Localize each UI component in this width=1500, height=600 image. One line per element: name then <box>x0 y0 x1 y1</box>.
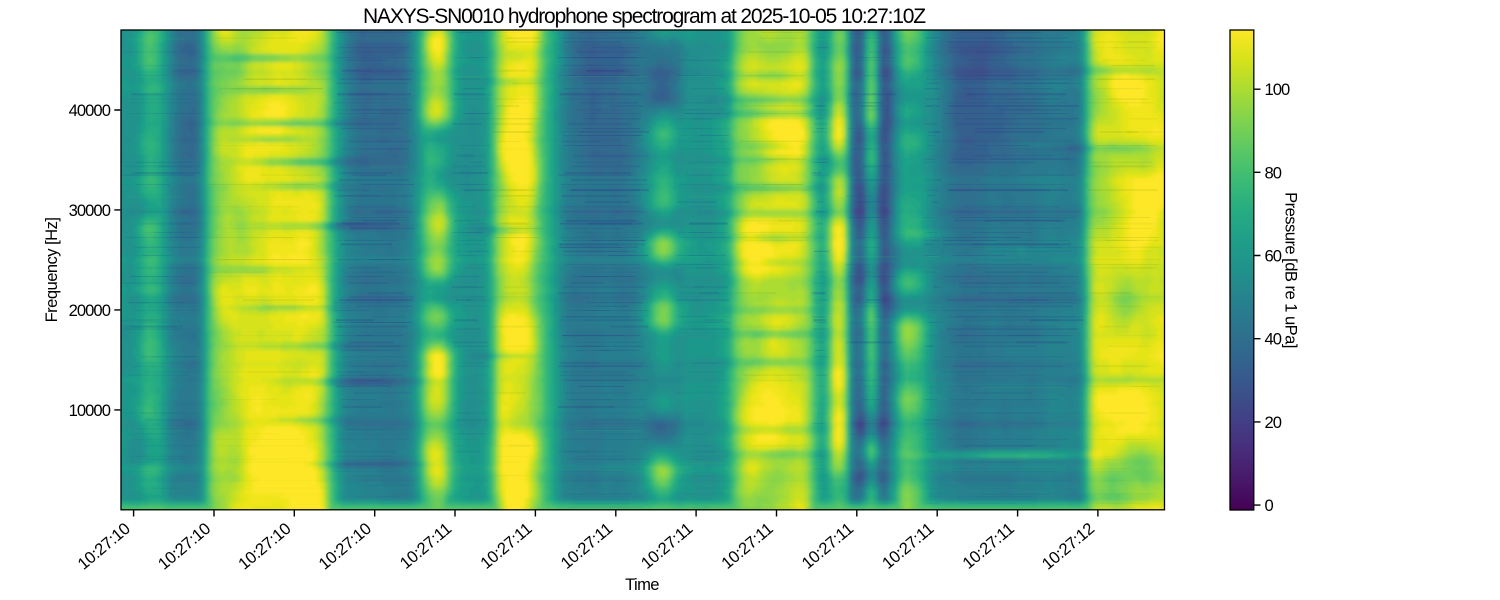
svg-text:0: 0 <box>1265 496 1274 515</box>
svg-text:Time: Time <box>625 575 659 594</box>
svg-text:Pressure [dB re 1 uPa]: Pressure [dB re 1 uPa] <box>1282 192 1301 348</box>
svg-text:60: 60 <box>1265 247 1282 266</box>
svg-text:80: 80 <box>1265 163 1282 182</box>
svg-text:100: 100 <box>1265 80 1291 99</box>
svg-text:10000: 10000 <box>69 401 111 420</box>
svg-text:20: 20 <box>1265 413 1282 432</box>
svg-text:30000: 30000 <box>69 201 111 220</box>
svg-text:20000: 20000 <box>69 301 111 320</box>
svg-text:40000: 40000 <box>69 101 111 120</box>
svg-text:NAXYS-SN0010 hydrophone spectr: NAXYS-SN0010 hydrophone spectrogram at 2… <box>363 5 926 28</box>
svg-text:Frequency [Hz]: Frequency [Hz] <box>42 218 61 323</box>
svg-text:40: 40 <box>1265 330 1282 349</box>
